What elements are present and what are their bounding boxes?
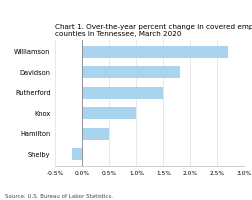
Text: Source: U.S. Bureau of Labor Statistics.: Source: U.S. Bureau of Labor Statistics. bbox=[5, 194, 113, 199]
Bar bbox=[72, 148, 82, 160]
Text: Chart 1. Over-the-year percent change in covered employment among the largest
co: Chart 1. Over-the-year percent change in… bbox=[55, 24, 252, 37]
Bar bbox=[82, 107, 136, 119]
Bar bbox=[82, 66, 180, 78]
Bar bbox=[82, 46, 228, 58]
Bar bbox=[82, 87, 164, 99]
Bar bbox=[82, 128, 109, 140]
